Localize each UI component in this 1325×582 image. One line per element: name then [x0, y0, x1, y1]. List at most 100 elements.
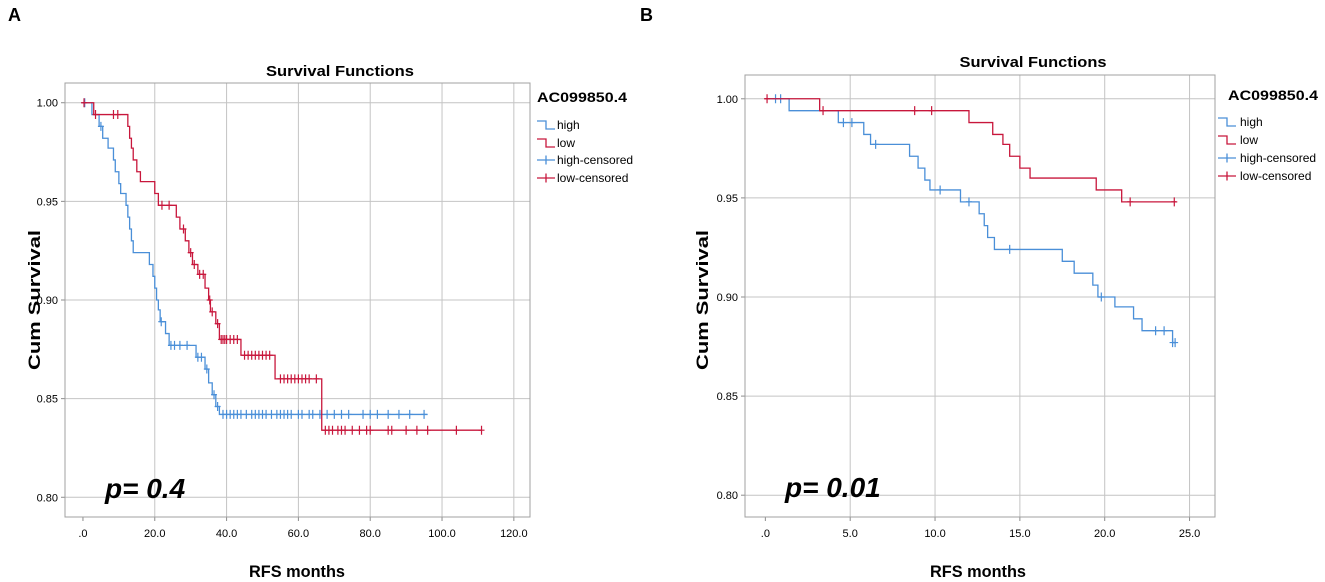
legend-sample-low-censored: [537, 173, 555, 183]
plot-area: 0.80 0.85 0.90 0.95 1.00 .0 20.0 40.0 60.0 80.0 10…: [37, 82, 531, 540]
censor-mark-low: [342, 425, 349, 435]
censor-mark-high: [158, 317, 165, 327]
censor-mark-high: [338, 409, 345, 419]
y-tick-label: 0.80: [37, 492, 58, 504]
x-tick-label: 100.0: [428, 528, 456, 540]
panel-label: A: [8, 5, 21, 25]
x-axis-label: RFS months: [249, 562, 345, 581]
censor-mark-high: [374, 409, 381, 419]
censor-mark-high: [360, 409, 367, 419]
censor-mark-high: [345, 409, 352, 419]
x-tick-label: .0: [78, 528, 87, 540]
censor-mark-high: [214, 402, 221, 412]
panel-label: B: [640, 5, 653, 25]
legend-title: AC099850.4: [1228, 87, 1318, 103]
legend-sample-high: [537, 120, 555, 130]
censor-mark-low: [191, 259, 198, 269]
survival-curve-high: [82, 102, 428, 416]
censor-mark-high: [937, 185, 944, 195]
censor-mark-high: [848, 118, 855, 128]
y-tick-label: 0.90: [37, 295, 58, 307]
survival-curve-low: [765, 98, 1176, 203]
x-tick-label: 80.0: [360, 528, 381, 540]
censor-mark-high: [97, 121, 104, 131]
censor-mark-low: [234, 334, 241, 344]
censor-mark-high: [1152, 326, 1159, 336]
censor-mark-low: [187, 248, 194, 258]
censor-mark-high: [176, 340, 183, 350]
y-axis-label: Cum Survival: [693, 230, 712, 370]
legend: AC099850.4 high low high-censored low-ce…: [537, 89, 633, 185]
legend-sample-low: [537, 138, 555, 148]
x-tick-label: .0: [761, 528, 770, 540]
censor-mark-low: [266, 350, 273, 360]
censor-mark-high: [237, 409, 244, 419]
censor-mark-high: [298, 409, 305, 419]
x-tick-label: 40.0: [216, 528, 237, 540]
legend-entry-low: low: [1240, 133, 1258, 147]
censor-mark-low: [413, 425, 420, 435]
x-tick-label: 10.0: [924, 528, 945, 540]
x-tick-label: 5.0: [843, 528, 858, 540]
censor-mark-high: [395, 409, 402, 419]
x-tick-label: 60.0: [288, 528, 309, 540]
grid: 0.80 0.85 0.90 0.95 1.00 .0 20.0 40.0 60.0 80.0 10…: [37, 83, 530, 540]
y-tick-label: 1.00: [37, 98, 58, 110]
censor-mark-low: [453, 425, 460, 435]
censor-mark-low: [911, 106, 918, 116]
censor-mark-low: [764, 94, 771, 104]
censor-mark-low: [209, 307, 216, 317]
chart-title: Survival Functions: [266, 63, 414, 80]
y-tick-label: 0.85: [37, 394, 58, 406]
censor-mark-high: [1006, 244, 1013, 254]
censored-marks-low: [81, 98, 485, 435]
censor-mark-low: [403, 425, 410, 435]
legend-title: AC099850.4: [537, 89, 627, 105]
p-value-annotation: p= 0.01: [784, 472, 881, 503]
censor-mark-low: [1171, 197, 1178, 207]
censor-mark-low: [388, 425, 395, 435]
censor-mark-low: [424, 425, 431, 435]
censor-mark-high: [171, 340, 178, 350]
censor-mark-low: [306, 374, 313, 384]
censor-mark-high: [324, 409, 331, 419]
censor-mark-high: [840, 118, 847, 128]
panel-a: A Survival Functions 0.80 0.85 0.90 0.95 1.0…: [8, 5, 633, 581]
p-value-annotation: p= 0.4: [104, 473, 186, 504]
censor-mark-high: [965, 197, 972, 207]
x-tick-label: 20.0: [144, 528, 165, 540]
x-tick-label: 120.0: [500, 528, 528, 540]
grid: 0.80 0.85 0.90 0.95 1.00 .0 5.0 10.0 15.0 20.0 25.…: [717, 75, 1215, 540]
x-axis-label: RFS months: [930, 562, 1026, 581]
censor-mark-high: [1098, 292, 1105, 302]
censor-mark-high: [203, 364, 210, 374]
censor-mark-high: [367, 409, 374, 419]
censor-mark-high: [211, 390, 218, 400]
legend-sample-high-censored: [1218, 153, 1236, 163]
legend-entry-low-censored: low-censored: [1240, 169, 1311, 183]
legend-sample-low: [1218, 135, 1236, 145]
censor-mark-high: [309, 409, 316, 419]
censor-mark-high: [331, 409, 338, 419]
censor-mark-low: [928, 106, 935, 116]
censor-mark-high: [385, 409, 392, 419]
survival-curve-high: [765, 98, 1176, 344]
legend-entry-low-censored: low-censored: [557, 171, 628, 185]
y-tick-label: 0.80: [717, 490, 738, 502]
censor-mark-high: [406, 409, 413, 419]
y-tick-label: 0.85: [717, 391, 738, 403]
x-tick-label: 25.0: [1179, 528, 1200, 540]
legend-entry-high-censored: high-censored: [557, 153, 633, 167]
censor-mark-low: [214, 319, 221, 329]
legend-entry-low: low: [557, 136, 575, 150]
plot-frame: [64, 82, 531, 518]
survival-curve-low: [82, 102, 482, 431]
legend: AC099850.4 high low high-censored low-ce…: [1218, 87, 1318, 183]
legend-entry-high: high: [1240, 115, 1263, 129]
censor-mark-low: [356, 425, 363, 435]
legend-sample-low-censored: [1218, 171, 1236, 181]
legend-sample-high: [1218, 117, 1236, 127]
censor-mark-high: [288, 409, 295, 419]
